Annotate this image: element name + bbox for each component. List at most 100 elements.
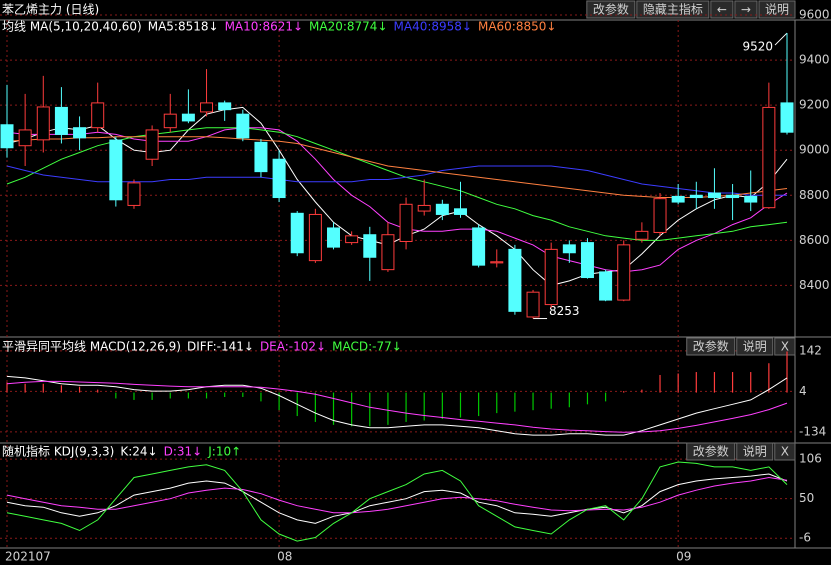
candle-body bbox=[726, 194, 740, 199]
button[interactable] bbox=[710, 0, 734, 19]
indicator-line bbox=[6, 461, 788, 542]
legend-entry: D:31↓ bbox=[164, 445, 203, 459]
indicator-line bbox=[6, 476, 788, 514]
x-tick-label: 08 bbox=[277, 550, 292, 564]
x-tick-label: 202107 bbox=[5, 550, 51, 564]
candle-body bbox=[762, 106, 776, 209]
candle-body bbox=[345, 235, 359, 244]
indicator-line bbox=[6, 127, 788, 273]
candle-body bbox=[780, 102, 794, 133]
candle-body bbox=[145, 129, 159, 160]
y-tick-label: 9400 bbox=[799, 53, 830, 67]
y-tick-label: 4 bbox=[799, 384, 807, 398]
legend-entry: K:24↓ bbox=[120, 445, 157, 459]
legend-entry: MA10:8621↓ bbox=[225, 20, 303, 34]
candle-body bbox=[236, 113, 250, 139]
candle-body bbox=[580, 242, 594, 279]
y-tick-label: -6 bbox=[799, 531, 811, 545]
y-tick-label: 8400 bbox=[799, 278, 830, 292]
candle-body bbox=[200, 102, 214, 113]
candle-body bbox=[417, 204, 431, 212]
button-label[interactable]: 改参数 bbox=[693, 339, 729, 354]
candle-body bbox=[653, 198, 667, 233]
y-tick-label: 9000 bbox=[799, 143, 830, 157]
candle-body bbox=[435, 203, 449, 215]
button-label[interactable]: ← bbox=[717, 3, 727, 17]
candle-body bbox=[36, 106, 50, 141]
candle-body bbox=[381, 234, 395, 271]
button-label[interactable]: 说明 bbox=[743, 339, 767, 354]
annotation-leader bbox=[774, 32, 788, 46]
indicator-line bbox=[6, 136, 788, 198]
button[interactable] bbox=[774, 442, 796, 461]
legend-entry: MA40:8958↓ bbox=[394, 20, 472, 34]
button[interactable] bbox=[636, 0, 710, 19]
candle-body bbox=[635, 230, 649, 240]
y-tick-label: 8600 bbox=[799, 233, 830, 247]
button-label[interactable]: → bbox=[741, 3, 751, 17]
candle-body bbox=[18, 129, 32, 147]
candle-body bbox=[181, 113, 195, 122]
button[interactable] bbox=[736, 442, 774, 461]
candle-body bbox=[617, 244, 631, 301]
candle-body bbox=[526, 291, 540, 318]
button-label[interactable]: X bbox=[781, 340, 789, 354]
panel-title: 随机指标 KDJ(9,3,3) bbox=[2, 444, 114, 459]
candle-body bbox=[399, 203, 413, 242]
candle-body bbox=[254, 141, 268, 173]
candle-body bbox=[109, 139, 123, 201]
button[interactable] bbox=[734, 0, 758, 19]
candle-body bbox=[363, 234, 377, 258]
button-label[interactable]: 隐藏主指标 bbox=[643, 2, 703, 17]
window-title: 苯乙烯主力 (日线) bbox=[2, 3, 99, 17]
candle-body bbox=[54, 106, 68, 135]
indicator-line bbox=[6, 375, 788, 436]
indicator-line bbox=[6, 106, 788, 286]
candle-body bbox=[689, 194, 703, 199]
legend-entry: DIFF:-141↓ bbox=[187, 340, 254, 354]
button-label[interactable]: 改参数 bbox=[693, 444, 729, 459]
button[interactable] bbox=[686, 442, 736, 461]
indicator-line bbox=[6, 165, 787, 196]
candle-body bbox=[127, 182, 141, 206]
button-label[interactable]: 说明 bbox=[743, 444, 767, 459]
plot bbox=[0, 33, 794, 319]
plot bbox=[6, 461, 788, 542]
candle-body bbox=[472, 227, 486, 266]
panel-title: 平滑异同平均线 MACD(12,26,9) bbox=[2, 340, 181, 354]
button[interactable] bbox=[758, 0, 796, 19]
candle-body bbox=[707, 192, 721, 199]
y-tick-label: 50 bbox=[799, 491, 814, 505]
y-tick-label: 9600 bbox=[799, 8, 830, 22]
legend-entry: MA20:8774↓ bbox=[309, 20, 387, 34]
legend-entry: MA60:8850↓ bbox=[478, 20, 556, 34]
candle-body bbox=[453, 208, 467, 215]
candle-body bbox=[744, 195, 758, 203]
button-label[interactable]: X bbox=[781, 445, 789, 459]
candle-body bbox=[599, 271, 613, 301]
candle-body bbox=[290, 212, 304, 254]
y-tick-label: 9200 bbox=[799, 98, 830, 112]
plot bbox=[6, 351, 788, 436]
legend-entry: J:10↑ bbox=[207, 445, 241, 459]
candle-body bbox=[544, 248, 558, 306]
button[interactable] bbox=[774, 337, 796, 356]
button[interactable] bbox=[736, 337, 774, 356]
candle-body bbox=[91, 102, 105, 129]
button-label[interactable]: 说明 bbox=[765, 2, 789, 17]
candle-body bbox=[0, 124, 14, 149]
y-tick-label: 106 bbox=[799, 452, 822, 466]
y-tick-label: -134 bbox=[799, 424, 826, 438]
button-label[interactable]: 改参数 bbox=[593, 2, 629, 17]
candle-body bbox=[327, 227, 341, 248]
button[interactable] bbox=[586, 0, 636, 19]
candle-body bbox=[490, 261, 504, 264]
panel-title: 均线 MA(5,10,20,40,60) bbox=[2, 20, 142, 34]
button[interactable] bbox=[686, 337, 736, 356]
candle-body bbox=[508, 248, 522, 312]
annotation: 8253 bbox=[549, 304, 580, 318]
candle-body bbox=[272, 158, 286, 199]
x-tick-label: 09 bbox=[676, 550, 691, 564]
candle-body bbox=[671, 195, 685, 203]
